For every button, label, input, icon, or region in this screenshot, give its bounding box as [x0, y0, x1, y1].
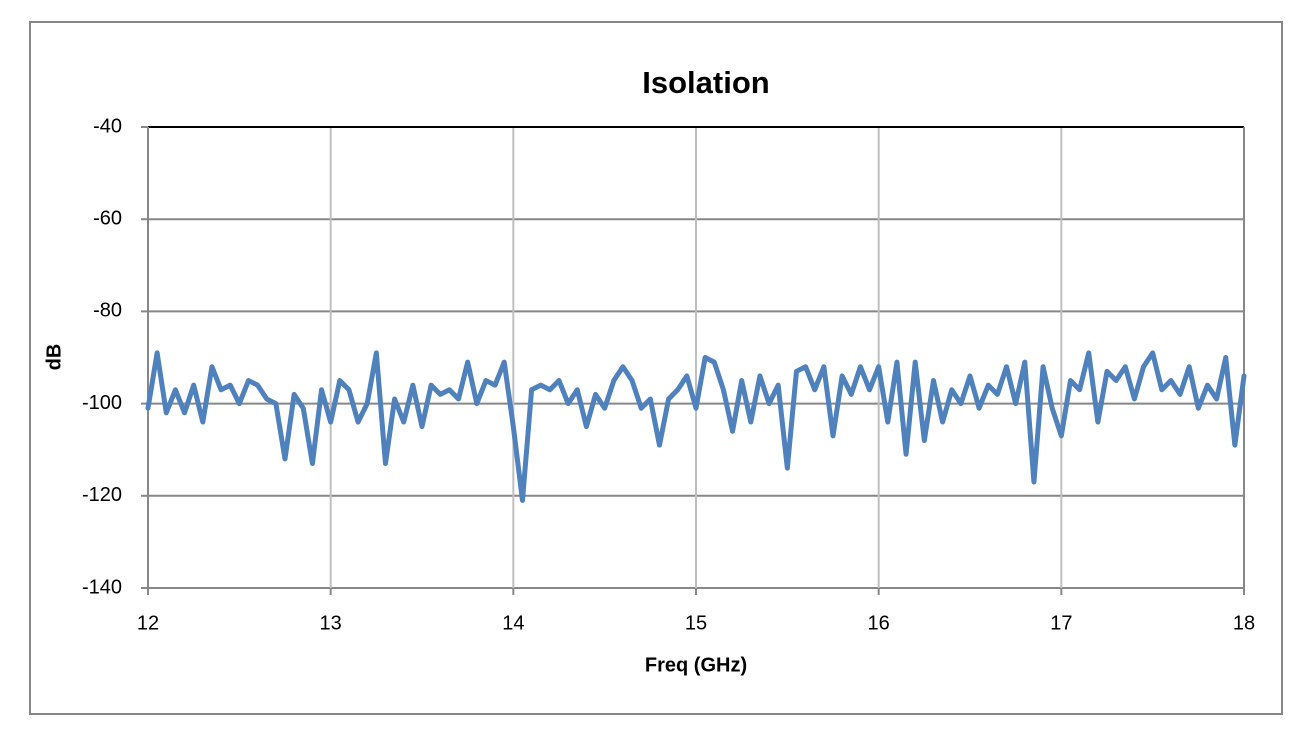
y-tick-label: -80	[93, 300, 122, 322]
x-tick-label: 13	[320, 612, 342, 634]
chart-title: Isolation	[642, 65, 769, 100]
x-tick-label: 12	[137, 612, 159, 634]
y-tick-label: -120	[82, 484, 122, 506]
plot	[145, 350, 1247, 503]
x-axis-label: Freq (GHz)	[645, 654, 747, 676]
y-axis-label: dB	[43, 344, 65, 371]
y-tick-label: -140	[82, 576, 122, 598]
chart-border	[29, 21, 1283, 715]
series-line	[145, 350, 1247, 503]
x-tick-label: 15	[685, 612, 707, 634]
y-tick-label: -100	[82, 392, 122, 414]
x-tick-label: 17	[1050, 612, 1072, 634]
grid: -140 -120 -100 -80 -60 -40 12 13 14 15 16 17 18	[82, 115, 1255, 634]
x-tick-label: 16	[868, 612, 890, 634]
x-tick-label: 14	[502, 612, 524, 634]
x-tick-label: 18	[1233, 612, 1255, 634]
y-tick-label: -60	[93, 207, 122, 229]
y-tick-label: -40	[93, 115, 122, 137]
